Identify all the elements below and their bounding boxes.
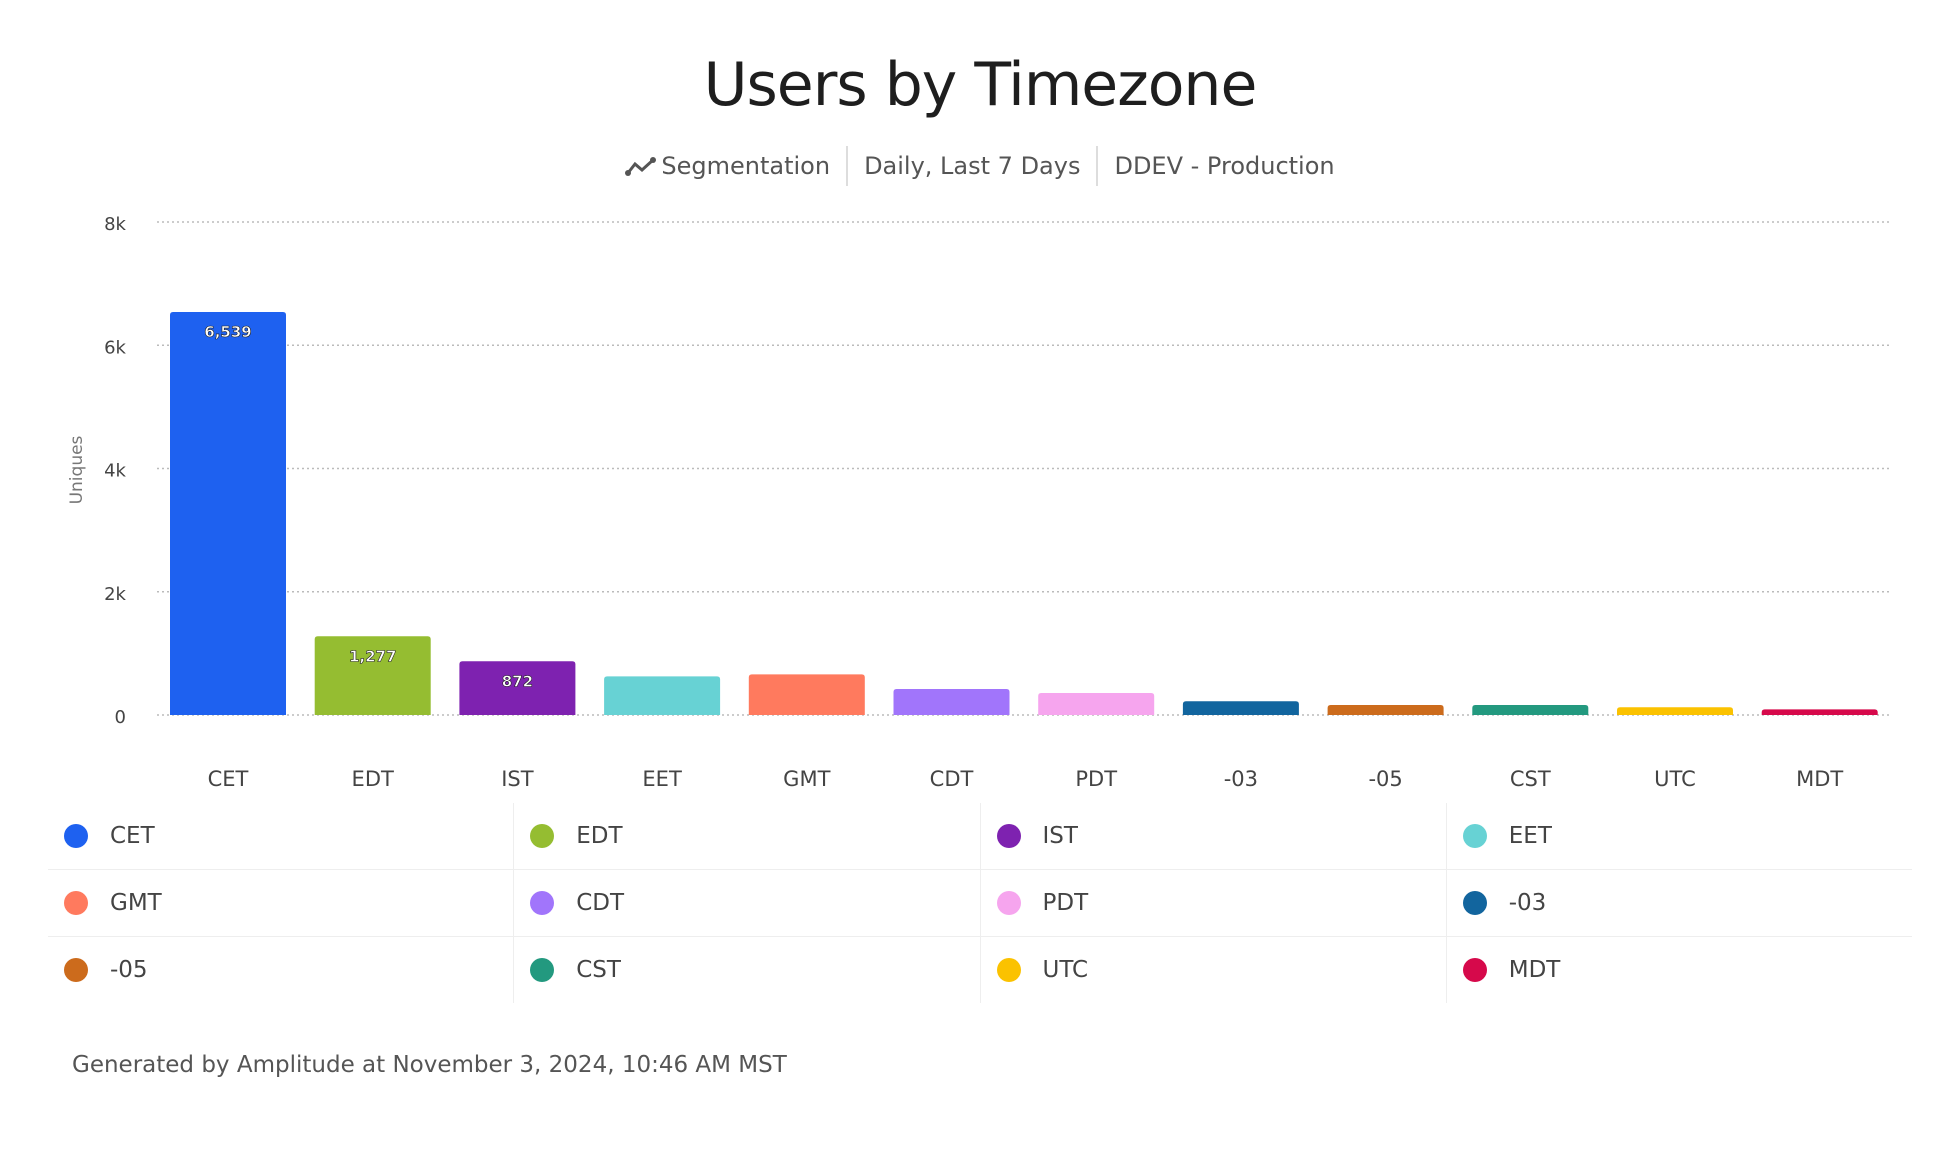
legend: CET EDT IST EET GMT CDT PDT -03 -05 CST UTC MDT xyxy=(48,803,1912,1003)
segmentation-line-icon xyxy=(625,157,657,176)
legend-item-GMT[interactable]: GMT xyxy=(48,870,515,936)
date-range-label: Daily, Last 7 Days xyxy=(864,152,1081,180)
legend-item-EET[interactable]: EET xyxy=(1447,803,1912,869)
x-tick-label: UTC xyxy=(1654,767,1696,791)
legend-item-CET[interactable]: CET xyxy=(48,803,515,869)
legend-item-CST[interactable]: CST xyxy=(514,937,981,1003)
legend-label: -03 xyxy=(1508,890,1547,916)
legend-item-MDT[interactable]: MDT xyxy=(1447,937,1912,1003)
y-tick-label: 6k xyxy=(104,337,126,358)
legend-dot-icon xyxy=(64,958,88,982)
y-tick-label: 4k xyxy=(104,461,126,482)
legend-dot-icon xyxy=(64,824,88,848)
legend-label: PDT xyxy=(1042,890,1089,916)
legend-dot-icon xyxy=(996,958,1021,982)
y-tick-label: 0 xyxy=(115,707,126,728)
x-tick-label: MDT xyxy=(1796,767,1843,791)
data-label: 872 xyxy=(502,672,533,690)
bar-CST[interactable] xyxy=(1472,705,1589,715)
legend-label: IST xyxy=(1042,823,1078,849)
legend-item-PDT[interactable]: PDT xyxy=(981,870,1447,936)
bar-MDT[interactable] xyxy=(1761,709,1878,715)
legend-dot-icon xyxy=(1462,891,1487,915)
bar-PDT[interactable] xyxy=(1038,692,1155,715)
y-axis-label: Uniques xyxy=(67,435,87,504)
legend-label: -05 xyxy=(110,957,148,983)
legend-dot-icon xyxy=(530,824,555,848)
footer-text: Generated by Amplitude at November 3, 20… xyxy=(72,1052,787,1078)
x-tick-label: IST xyxy=(501,767,534,791)
legend-label: MDT xyxy=(1508,957,1561,983)
bar-IST[interactable] xyxy=(459,661,576,715)
divider xyxy=(846,146,849,186)
bar-GMT[interactable] xyxy=(748,674,865,715)
legend-label: UTC xyxy=(1042,957,1089,983)
bar-CDT[interactable] xyxy=(893,688,1010,715)
bar--03[interactable] xyxy=(1182,701,1299,715)
x-tick-label: EDT xyxy=(352,767,394,791)
legend-row: GMT CDT PDT -03 xyxy=(48,870,1912,937)
bar-EDT[interactable] xyxy=(314,636,431,715)
project-label: DDEV - Production xyxy=(1114,152,1335,180)
legend-dot-icon xyxy=(64,891,88,915)
legend-item-UTC[interactable]: UTC xyxy=(981,937,1447,1003)
legend-label: EDT xyxy=(576,823,623,849)
legend-label: CET xyxy=(110,823,155,849)
legend-dot-icon xyxy=(996,891,1021,915)
bar-UTC[interactable] xyxy=(1617,707,1733,715)
x-tick-label: CET xyxy=(208,767,249,791)
divider xyxy=(1096,146,1099,186)
legend-label: CDT xyxy=(576,890,625,916)
bar--05[interactable] xyxy=(1327,705,1444,715)
legend-label: CST xyxy=(576,957,621,983)
x-tick-label: -05 xyxy=(1368,767,1402,791)
x-tick-label: PDT xyxy=(1075,767,1117,791)
y-tick-label: 8k xyxy=(104,214,126,235)
data-label: 1,277 xyxy=(349,647,396,665)
legend-item-CDT[interactable]: CDT xyxy=(514,870,981,936)
x-tick-label: CST xyxy=(1510,767,1551,791)
x-tick-label: -03 xyxy=(1224,767,1258,791)
y-tick-label: 2k xyxy=(104,584,126,605)
x-tick-label: EET xyxy=(642,767,682,791)
legend-label: EET xyxy=(1508,823,1552,849)
x-tick-label: GMT xyxy=(783,767,830,791)
chart-subtitle: Segmentation Daily, Last 7 Days DDEV - P… xyxy=(0,146,1960,186)
x-tick-label: CDT xyxy=(930,767,974,791)
chart-title: Users by Timezone xyxy=(703,50,1258,120)
legend-row: CET EDT IST EET xyxy=(48,803,1912,870)
legend-dot-icon xyxy=(530,958,555,982)
legend-dot-icon xyxy=(996,824,1021,848)
legend-item-EDT[interactable]: EDT xyxy=(514,803,981,869)
legend-dot-icon xyxy=(1462,824,1487,848)
legend-dot-icon xyxy=(1462,958,1487,982)
legend-row: -05 CST UTC MDT xyxy=(48,937,1912,1003)
legend-item--03[interactable]: -03 xyxy=(1447,870,1912,936)
legend-item--05[interactable]: -05 xyxy=(48,937,515,1003)
bar-CET[interactable] xyxy=(170,312,286,715)
chart-type-label: Segmentation xyxy=(661,152,831,180)
legend-dot-icon xyxy=(530,891,555,915)
legend-label: GMT xyxy=(110,890,162,916)
data-label: 6,539 xyxy=(204,323,251,341)
bar-EET[interactable] xyxy=(604,676,721,715)
bar-chart: 0 2k 4k 6k 8k Uniques 6,539 CET 1,277 EDT 872 IST EE… xyxy=(67,214,1890,791)
legend-item-IST[interactable]: IST xyxy=(981,803,1447,869)
